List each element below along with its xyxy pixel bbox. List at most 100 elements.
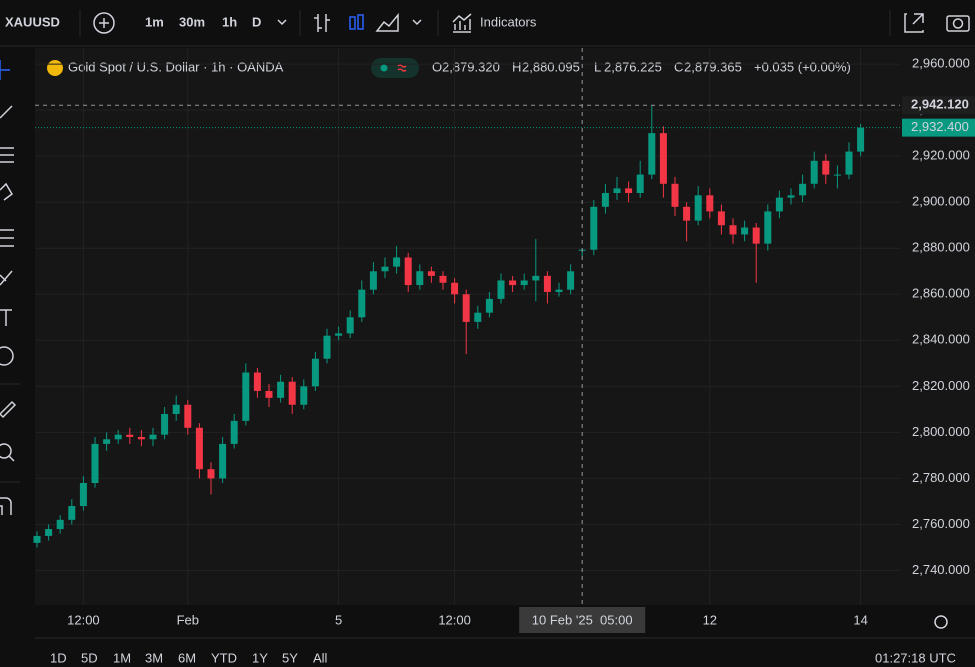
snapshot-icon — [952, 18, 964, 29]
interval-button[interactable]: 1m — [145, 14, 164, 29]
emoji-tool[interactable] — [0, 346, 14, 366]
candle-body — [451, 282, 459, 295]
ohlc-letter: O — [432, 59, 442, 74]
candle-body — [485, 298, 493, 313]
candle-body — [822, 160, 830, 175]
candle-body — [56, 519, 64, 530]
data-status-icon — [397, 64, 407, 72]
range-button[interactable]: All — [313, 650, 328, 665]
range-button[interactable]: 1Y — [252, 650, 268, 665]
y-tick-label: 2,900.000 — [912, 194, 970, 209]
fullscreen-icon[interactable] — [904, 13, 924, 33]
range-button[interactable]: 1D — [50, 650, 67, 665]
candle-body — [253, 372, 261, 391]
candle-body — [613, 188, 621, 194]
range-button[interactable]: 1M — [113, 650, 131, 665]
magnet-tool[interactable] — [0, 497, 12, 515]
y-tick-label: 2,860.000 — [912, 286, 970, 301]
x-tick-label: 12 — [703, 612, 717, 627]
range-button[interactable]: 3M — [145, 650, 163, 665]
x-tick-label: 5 — [335, 612, 342, 627]
chart-title: Gold Spot / U.S. Dollar · 1h · OANDA — [68, 59, 284, 74]
add-symbol-icon — [99, 18, 109, 28]
range-button[interactable]: YTD — [211, 650, 237, 665]
candle-body — [520, 280, 528, 286]
snapshot-icon[interactable] — [946, 15, 970, 32]
candle-body — [404, 257, 412, 286]
area-icon[interactable] — [375, 12, 399, 32]
pattern-tool[interactable] — [0, 182, 13, 201]
fib-tool[interactable] — [0, 147, 14, 163]
y-tick-label: 2,880.000 — [912, 240, 970, 255]
ohlc-letter: L — [594, 59, 601, 74]
candle-body — [161, 413, 169, 435]
range-button[interactable]: 5D — [81, 650, 98, 665]
crosshair-tool[interactable] — [0, 60, 10, 80]
y-tick-label: 2,920.000 — [912, 148, 970, 163]
candle-body — [265, 390, 273, 398]
candle-body — [172, 404, 180, 414]
x-tick-label: Feb — [177, 612, 199, 627]
candle-body — [775, 197, 783, 212]
status-pill[interactable] — [371, 58, 419, 78]
candle-body — [671, 183, 679, 207]
bars-icon[interactable] — [314, 14, 330, 32]
candle-body — [219, 443, 227, 479]
trendline-tool[interactable] — [0, 105, 13, 119]
symbol-logo — [47, 60, 63, 76]
y-tick-label: 2,820.000 — [912, 378, 970, 393]
chart-pane — [35, 48, 900, 605]
candle-body — [787, 195, 795, 198]
candle-body — [590, 206, 598, 250]
candle-body — [288, 381, 296, 405]
candle-body — [184, 404, 192, 428]
candle-body — [300, 386, 308, 405]
indicators-button[interactable]: Indicators — [480, 14, 537, 29]
dropdown-icon[interactable] — [277, 19, 287, 26]
candle-body — [45, 529, 53, 536]
candle-body — [741, 227, 749, 235]
candle-body — [416, 271, 424, 286]
x-tick-label: 14 — [853, 612, 867, 627]
crosshair-price-box — [902, 96, 975, 115]
zoom-tool — [8, 455, 15, 462]
candle-body — [683, 206, 691, 221]
range-button[interactable]: 6M — [178, 650, 196, 665]
dropdown-icon[interactable] — [412, 19, 422, 26]
candles-icon[interactable] — [349, 16, 356, 30]
x-tick-label: 12:00 — [438, 612, 471, 627]
brush-tool[interactable] — [0, 270, 13, 286]
candle-body — [137, 436, 145, 440]
candle-body — [346, 317, 354, 334]
crosshair-time-box — [519, 607, 646, 633]
price-axis — [900, 48, 975, 605]
zoom-tool[interactable] — [0, 443, 12, 459]
candle-body — [381, 266, 389, 272]
text-tool[interactable] — [0, 309, 12, 326]
candle-body — [833, 174, 841, 176]
ruler-tool[interactable] — [0, 400, 17, 419]
candles-icon — [357, 14, 364, 30]
interval-button[interactable]: 30m — [179, 14, 205, 29]
market-open-dot — [380, 64, 388, 72]
candle-body — [149, 434, 157, 440]
last-price-label: 2,932.400 — [911, 119, 969, 134]
indicators-icon[interactable] — [452, 13, 472, 33]
candle-body — [311, 358, 319, 387]
projection-tool[interactable] — [0, 229, 14, 247]
candle-body — [195, 427, 203, 470]
candle-body — [79, 483, 87, 507]
candle-body — [103, 439, 111, 444]
candle-body — [659, 133, 667, 184]
candle-body — [567, 271, 575, 290]
interval-button[interactable]: D — [252, 14, 261, 29]
range-button[interactable]: 5Y — [282, 650, 298, 665]
add-symbol-icon[interactable] — [93, 12, 115, 34]
y-tick-label: 2,740.000 — [912, 562, 970, 577]
interval-button[interactable]: 1h — [222, 14, 237, 29]
symbol[interactable]: XAUUSD — [5, 14, 60, 29]
y-tick-label: 2,960.000 — [912, 56, 970, 71]
settings-icon[interactable] — [934, 615, 948, 629]
y-tick-label: 2,840.000 — [912, 332, 970, 347]
